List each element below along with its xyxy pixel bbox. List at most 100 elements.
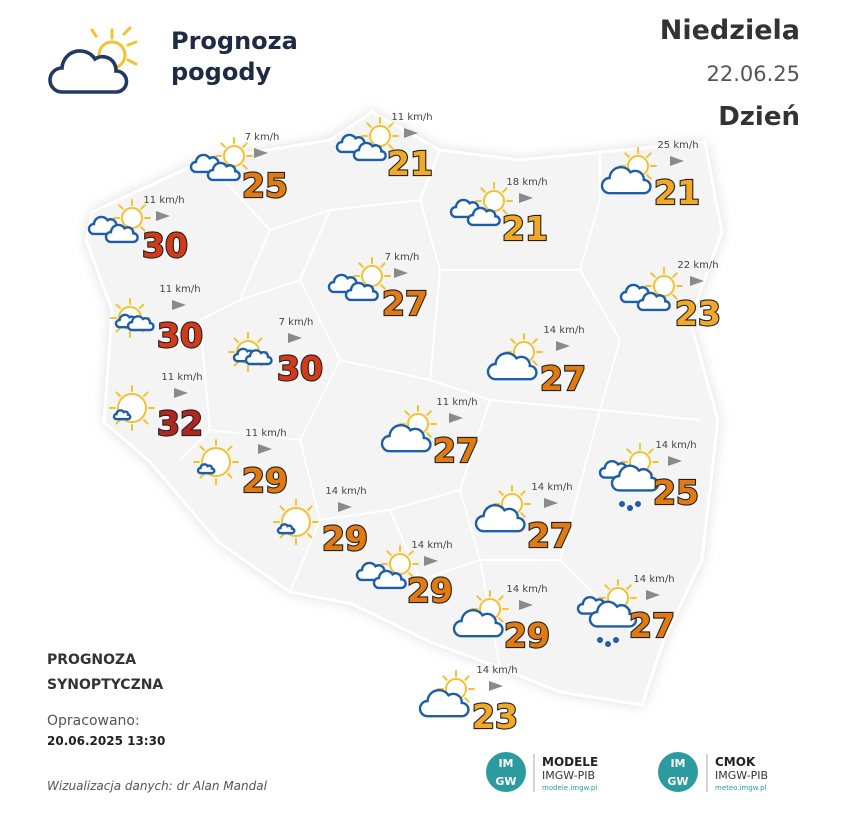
wind-arrow <box>172 300 186 310</box>
wind-speed: 14 km/h <box>543 325 584 336</box>
wind-speed: 11 km/h <box>436 397 477 408</box>
rain-drop <box>597 637 603 643</box>
temperature: 27 <box>527 516 573 555</box>
temperature: 30 <box>277 349 323 388</box>
temperature: 32 <box>157 404 203 443</box>
station: 14 km/h 27 <box>576 574 676 647</box>
logo-org: IMGW-PIB <box>542 769 595 782</box>
sun-ray <box>386 550 392 556</box>
logo-name: CMOK <box>715 755 756 769</box>
sun-ray <box>476 595 482 601</box>
station: 7 km/h 25 <box>189 132 289 206</box>
wind-arrow <box>288 333 302 343</box>
sun-ray <box>520 490 526 496</box>
logo-mark: IM <box>670 757 685 770</box>
sun-ray <box>646 152 652 158</box>
station: 14 km/h 27 <box>486 325 587 399</box>
logo-name: MODELE <box>542 755 598 769</box>
sun-ray <box>233 337 240 344</box>
sun-disc <box>223 145 245 167</box>
credit: Wizualizacja danych: dr Alan Mandal <box>47 779 268 793</box>
wind-speed: 25 km/h <box>657 140 698 151</box>
sun-ray <box>650 272 656 278</box>
sun-ray <box>307 533 313 539</box>
wind-speed: 7 km/h <box>385 252 420 263</box>
station: 25 km/h 21 <box>600 140 701 213</box>
wind-arrow <box>258 444 272 454</box>
station: 11 km/h 21 <box>335 112 434 184</box>
sun-ray <box>388 144 394 150</box>
wind-arrow <box>489 681 503 691</box>
wind-speed: 14 km/h <box>506 584 547 595</box>
cloud <box>206 161 241 182</box>
sun-ray <box>388 122 394 128</box>
day: Niedziela <box>660 15 800 46</box>
sun-ray <box>648 448 654 454</box>
temperature: 29 <box>322 519 368 558</box>
prepared-at: 20.06.2025 13:30 <box>47 734 165 748</box>
sun-ray <box>464 675 470 681</box>
sun-ray <box>502 187 508 193</box>
header-title: Prognoza <box>171 27 298 55</box>
cloud <box>126 315 155 332</box>
wind-arrow <box>519 193 533 203</box>
logo: IM GW CMOK IMGW-PIB meteo.imgw.pl <box>658 752 768 792</box>
sun-ray <box>626 448 632 454</box>
temperature: 21 <box>387 144 433 183</box>
footer-label: PROGNOZA <box>47 652 136 668</box>
wind-speed: 11 km/h <box>245 428 286 439</box>
wind-arrow <box>449 413 463 423</box>
wind-arrow <box>544 498 558 508</box>
cloud <box>344 281 379 302</box>
rain-drop <box>613 637 619 643</box>
sun-ray <box>140 226 146 232</box>
cloud <box>244 349 273 366</box>
station: 11 km/h 30 <box>110 284 204 356</box>
wind-speed: 7 km/h <box>279 317 314 328</box>
cloud <box>452 609 504 638</box>
sun-ray <box>380 262 386 268</box>
sun-ray <box>242 164 248 170</box>
sun-ray <box>498 490 504 496</box>
poland-outline <box>84 110 724 707</box>
sun-ray <box>672 272 678 278</box>
cloud <box>352 141 387 162</box>
sun-ray <box>404 410 410 416</box>
wind-speed: 11 km/h <box>143 195 184 206</box>
cloud <box>610 464 660 492</box>
wind-arrow <box>670 156 684 166</box>
sun-ray <box>426 432 432 438</box>
sun-ray <box>426 410 432 416</box>
sun-ray <box>279 533 285 539</box>
wind-arrow <box>668 456 682 466</box>
temperature: 27 <box>629 606 675 645</box>
temperature: 25 <box>242 166 288 205</box>
wind-arrow <box>404 128 418 138</box>
sun-disc <box>121 207 143 229</box>
wind-speed: 11 km/h <box>161 372 202 383</box>
wind-speed: 14 km/h <box>655 440 696 451</box>
station: 14 km/h 27 <box>474 482 574 556</box>
wind-arrow <box>556 341 570 351</box>
sun-ray <box>672 294 678 300</box>
sun-ray <box>502 209 508 215</box>
cloud <box>112 409 132 421</box>
sun-ray <box>520 512 526 518</box>
temperature: 23 <box>675 294 721 333</box>
station: 11 km/h 32 <box>109 372 204 444</box>
logo-org: IMGW-PIB <box>715 769 768 782</box>
logo-mark: IM <box>498 757 513 770</box>
cloud <box>380 424 432 453</box>
logo-mark: GW <box>495 775 516 788</box>
rain-drop <box>619 501 625 507</box>
header-icon <box>48 26 138 94</box>
sun-ray <box>140 204 146 210</box>
sun-ray <box>227 473 233 479</box>
logo: IM GW MODELE IMGW-PIB modele.imgw.pl <box>486 752 598 792</box>
sun-ray <box>115 326 122 333</box>
cloud <box>600 166 652 195</box>
wind-speed: 18 km/h <box>506 177 547 188</box>
cloud <box>372 569 407 590</box>
sun-ray <box>233 360 240 367</box>
